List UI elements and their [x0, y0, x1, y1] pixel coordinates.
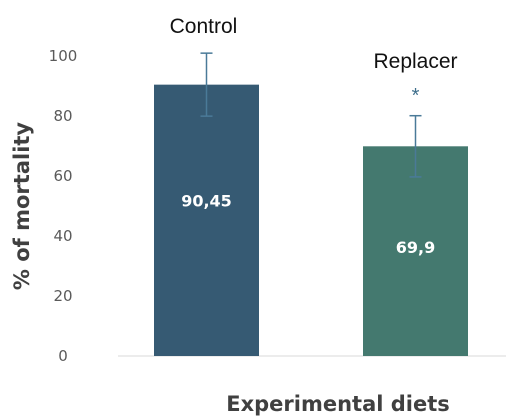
y-tick-label: 100: [49, 47, 78, 65]
y-axis-ticks: 0 20 40 60 80 100: [49, 47, 78, 365]
y-tick-label: 60: [53, 167, 72, 185]
category-label-replacer: Replacer: [373, 50, 457, 73]
category-label-control: Control: [170, 15, 238, 38]
x-axis-title: Experimental diets: [226, 392, 450, 416]
bar-control: [154, 84, 259, 357]
significance-mark: *: [412, 85, 420, 107]
value-label: 90,45: [181, 191, 232, 210]
y-tick-label: 0: [58, 347, 68, 365]
bars-group: 90,45 Control 69,9 Replacer *: [154, 15, 468, 357]
y-tick-label: 40: [53, 227, 72, 245]
y-tick-label: 20: [53, 287, 72, 305]
y-axis-title: % of mortality: [10, 122, 34, 291]
bar-replacer: [363, 146, 468, 356]
value-label: 69,9: [396, 238, 435, 257]
y-tick-label: 80: [53, 107, 72, 125]
